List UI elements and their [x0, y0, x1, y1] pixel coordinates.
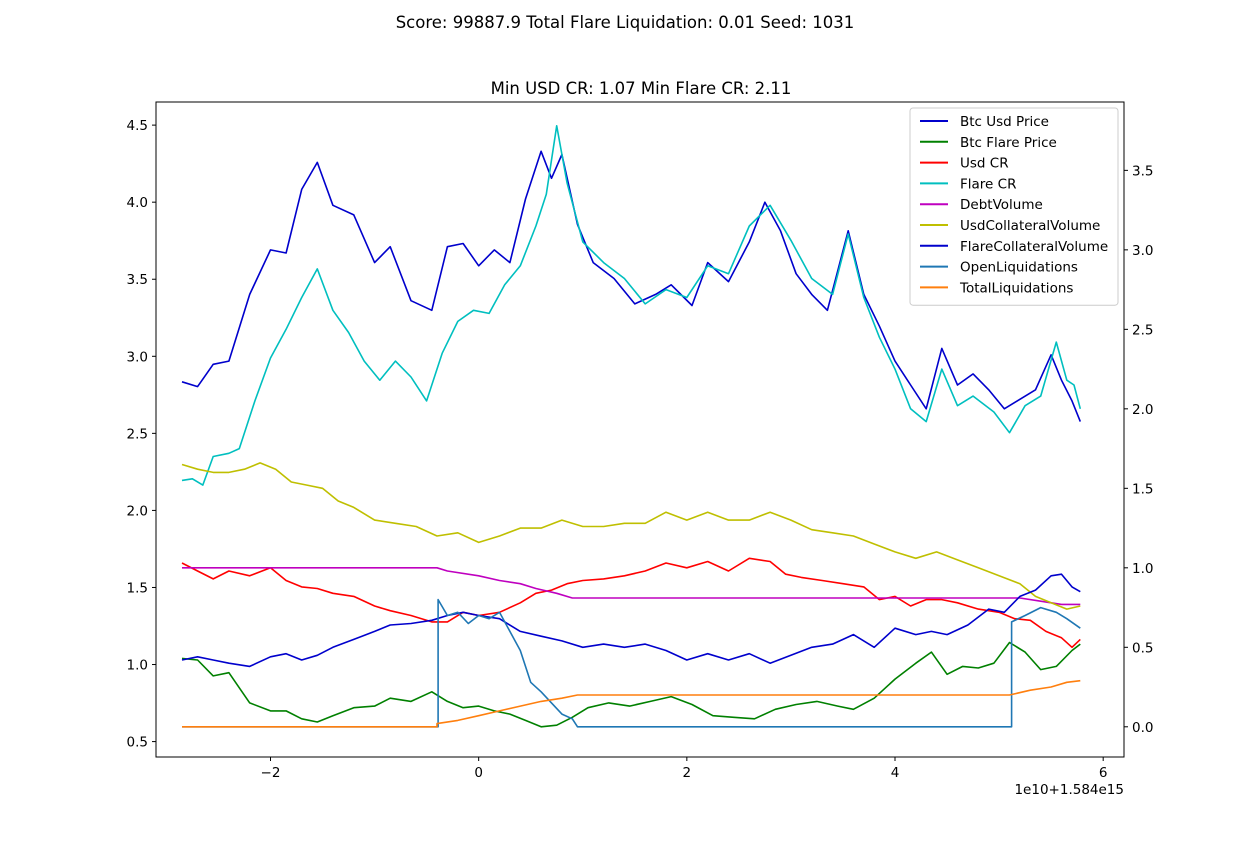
series-line-0 — [181, 150, 1082, 422]
y-right-tick-label: 2.5 — [1132, 322, 1153, 338]
series-layer — [181, 125, 1082, 728]
y-left-tick-label: 1.0 — [127, 658, 148, 674]
y-left-tick-label: 0.5 — [127, 735, 148, 751]
y-right-tick-label: 2.0 — [1132, 402, 1153, 418]
x-tick-label: 0 — [474, 765, 483, 781]
y-right-tick-label: 1.5 — [1132, 481, 1153, 497]
series-line-3 — [181, 125, 1082, 486]
x-tick-label: 2 — [683, 765, 692, 781]
legend-label: Btc Usd Price — [960, 114, 1049, 130]
legend-label: DebtVolume — [960, 197, 1043, 213]
series-line-8 — [182, 679, 1081, 728]
y-right-tick-label: 3.0 — [1132, 243, 1153, 259]
series-line-7 — [182, 598, 1081, 728]
legend-label: TotalLiquidations — [959, 280, 1073, 296]
y-left-tick-label: 3.5 — [127, 272, 148, 288]
y-left-tick-label: 1.5 — [127, 580, 148, 596]
legend-label: Btc Flare Price — [960, 135, 1057, 151]
x-axis-offset-label: 1e10+1.584e15 — [1014, 782, 1124, 798]
y-right-tick-label: 0.5 — [1132, 640, 1153, 656]
y-right-tick-label: 0.0 — [1132, 720, 1153, 736]
legend-label: UsdCollateralVolume — [960, 218, 1100, 234]
legend-label: Flare CR — [960, 176, 1016, 192]
y-left-tick-label: 4.5 — [127, 118, 148, 134]
axes-title: Min USD CR: 1.07 Min Flare CR: 2.11 — [491, 79, 792, 98]
legend-frame — [909, 107, 1119, 306]
plot-frame — [155, 101, 1125, 758]
legend-label: OpenLiquidations — [960, 260, 1078, 276]
y-right-tick-label: 3.5 — [1132, 163, 1153, 179]
series-line-2 — [181, 557, 1081, 649]
legend: Btc Usd Price Btc Flare Price Usd CR Flare … — [909, 107, 1119, 306]
figure-suptitle: Score: 99887.9 Total Flare Liquidation: … — [395, 13, 855, 32]
legend-label: Usd CR — [960, 156, 1009, 172]
y-left-tick-label: 3.0 — [127, 349, 148, 365]
y-left-tick-label: 2.0 — [127, 503, 148, 519]
x-axis: −2 0 2 4 6 — [261, 757, 1108, 781]
series-line-1 — [181, 641, 1081, 728]
y-right-tick-label: 1.0 — [1132, 561, 1153, 577]
y-left-tick-label: 4.0 — [127, 195, 148, 211]
x-tick-label: 6 — [1099, 765, 1108, 781]
series-line-5 — [181, 462, 1081, 610]
y-axis-left: 0.5 1.0 1.5 2.0 2.5 3.0 3.5 4.0 4.5 — [127, 118, 156, 751]
y-axis-right: 0.0 0.5 1.0 1.5 2.0 2.5 3.0 3.5 — [1124, 163, 1153, 736]
series-line-4 — [182, 567, 1081, 606]
x-tick-label: −2 — [261, 765, 281, 781]
legend-label: FlareCollateralVolume — [960, 239, 1108, 255]
x-tick-label: 4 — [891, 765, 900, 781]
y-left-tick-label: 2.5 — [127, 426, 148, 442]
series-line-6 — [181, 573, 1081, 668]
